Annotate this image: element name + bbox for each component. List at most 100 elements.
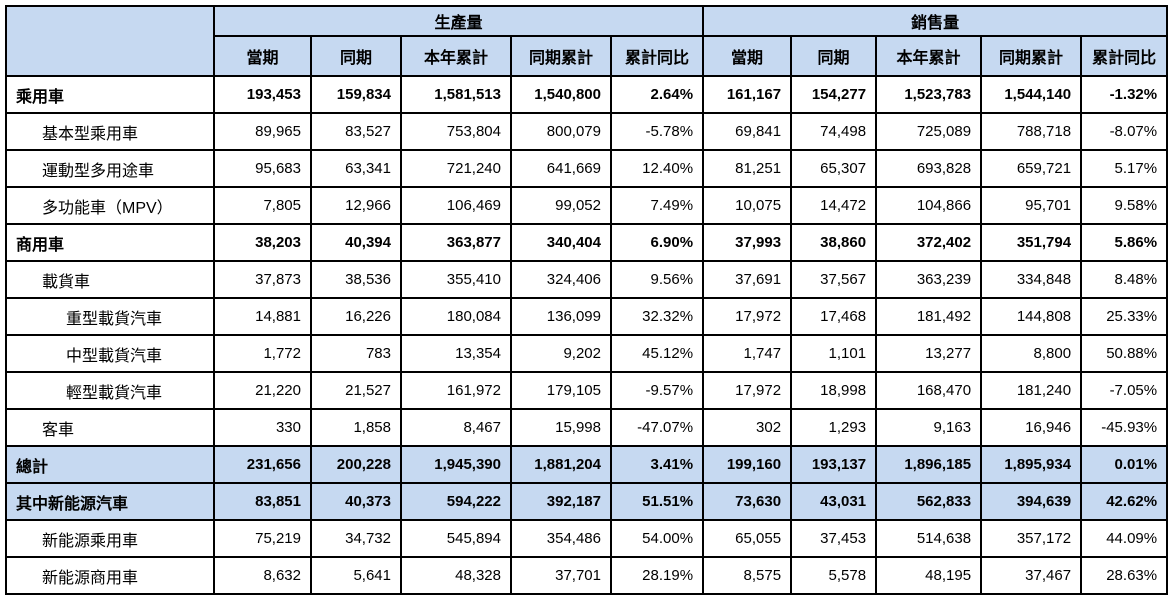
production-value-cell: 83,527	[310, 112, 402, 151]
sales-value-cell: 50.88%	[1080, 334, 1169, 373]
row-label: 新能源商用車	[5, 556, 215, 595]
sales-value-cell: 144,808	[980, 297, 1083, 336]
production-value-cell: 594,222	[400, 482, 512, 521]
table-header: 生產量 銷售量 當期 同期 本年累計 同期累計 累計同比 當期 同期 本年累計 …	[5, 5, 1169, 77]
row-label: 其中新能源汽車	[5, 482, 215, 521]
sales-value-cell: 17,972	[702, 297, 793, 336]
sales-value-cell: 181,240	[980, 371, 1083, 410]
sales-value-cell: 16,946	[980, 408, 1083, 447]
table-row: 多功能車（MPV） 7,805 12,966 106,469 99,052 7.49% 10…	[5, 186, 1169, 225]
row-label: 客車	[5, 408, 215, 447]
sales-value-cell: 43,031	[790, 482, 878, 521]
sales-value-cell: 659,721	[980, 149, 1083, 188]
production-value-cell: 180,084	[400, 297, 512, 336]
sales-value-cell: 28.63%	[1080, 556, 1169, 595]
table-row: 輕型載貨汽車 21,220 21,527 161,972 179,105 -9.57% 17…	[5, 371, 1169, 410]
table-row: 新能源乘用車 75,219 34,732 545,894 354,486 54.00% 65…	[5, 519, 1169, 558]
sales-value-cell: 334,848	[980, 260, 1083, 299]
sales-value-cell: 1,544,140	[980, 75, 1083, 114]
production-value-cell: 200,228	[310, 445, 402, 484]
column-header-production-prior: 同期	[310, 35, 402, 77]
production-value-cell: 3.41%	[609, 445, 705, 484]
column-header-sales-current: 當期	[702, 35, 793, 77]
table-row: 新能源商用車 8,632 5,641 48,328 37,701 28.19% 8,575 5…	[5, 556, 1169, 595]
sales-value-cell: 81,251	[702, 149, 793, 188]
production-value-cell: 231,656	[213, 445, 312, 484]
production-value-cell: 800,079	[510, 112, 612, 151]
production-value-cell: 95,683	[213, 149, 312, 188]
row-label: 乘用車	[5, 75, 215, 114]
sales-value-cell: 1,101	[790, 334, 878, 373]
sales-value-cell: 0.01%	[1080, 445, 1169, 484]
sales-value-cell: 37,691	[702, 260, 793, 299]
table-row: 其中新能源汽車 83,851 40,373 594,222 392,187 51.51% 7…	[5, 482, 1169, 521]
sales-value-cell: 37,993	[702, 223, 793, 262]
sales-value-cell: 10,075	[702, 186, 793, 225]
sales-value-cell: 394,639	[980, 482, 1083, 521]
production-value-cell: 14,881	[213, 297, 312, 336]
sales-value-cell: 13,277	[875, 334, 983, 373]
row-label: 新能源乘用車	[5, 519, 215, 558]
sales-value-cell: 1,747	[702, 334, 793, 373]
production-value-cell: 12.40%	[609, 149, 705, 188]
table-row: 重型載貨汽車 14,881 16,226 180,084 136,099 32.32% 17…	[5, 297, 1169, 336]
sales-value-cell: 168,470	[875, 371, 983, 410]
sales-value-cell: 788,718	[980, 112, 1083, 151]
production-value-cell: 1,540,800	[510, 75, 612, 114]
production-value-cell: 32.32%	[609, 297, 705, 336]
sales-value-cell: 1,895,934	[980, 445, 1083, 484]
row-label: 總計	[5, 445, 215, 484]
production-value-cell: 1,881,204	[510, 445, 612, 484]
sales-value-cell: 65,055	[702, 519, 793, 558]
sales-value-cell: 1,896,185	[875, 445, 983, 484]
production-value-cell: 753,804	[400, 112, 512, 151]
sales-value-cell: 18,998	[790, 371, 878, 410]
production-value-cell: -47.07%	[609, 408, 705, 447]
production-value-cell: 783	[310, 334, 402, 373]
table-body: 乘用車 193,453 159,834 1,581,513 1,540,800 2.64%…	[5, 75, 1169, 595]
production-value-cell: 2.64%	[609, 75, 705, 114]
production-value-cell: 40,394	[310, 223, 402, 262]
production-value-cell: 1,945,390	[400, 445, 512, 484]
production-value-cell: 89,965	[213, 112, 312, 151]
production-value-cell: 330	[213, 408, 312, 447]
row-label: 運動型多用途車	[5, 149, 215, 188]
production-value-cell: 106,469	[400, 186, 512, 225]
production-value-cell: -9.57%	[609, 371, 705, 410]
sales-value-cell: 562,833	[875, 482, 983, 521]
sales-value-cell: -1.32%	[1080, 75, 1169, 114]
production-value-cell: 1,858	[310, 408, 402, 447]
sales-value-cell: 44.09%	[1080, 519, 1169, 558]
production-value-cell: 161,972	[400, 371, 512, 410]
sales-value-cell: -8.07%	[1080, 112, 1169, 151]
production-value-cell: 99,052	[510, 186, 612, 225]
sales-value-cell: 154,277	[790, 75, 878, 114]
production-value-cell: 48,328	[400, 556, 512, 595]
sales-value-cell: 8.48%	[1080, 260, 1169, 299]
production-value-cell: 136,099	[510, 297, 612, 336]
sales-group-header: 銷售量	[702, 5, 1169, 37]
row-label: 中型載貨汽車	[5, 334, 215, 373]
production-value-cell: -5.78%	[609, 112, 705, 151]
sales-value-cell: 9,163	[875, 408, 983, 447]
production-value-cell: 21,527	[310, 371, 402, 410]
table-row: 中型載貨汽車 1,772 783 13,354 9,202 45.12% 1,747 1,10…	[5, 334, 1169, 373]
sales-value-cell: 193,137	[790, 445, 878, 484]
production-value-cell: 324,406	[510, 260, 612, 299]
sales-value-cell: 48,195	[875, 556, 983, 595]
production-value-cell: 37,873	[213, 260, 312, 299]
sales-value-cell: 199,160	[702, 445, 793, 484]
production-value-cell: 45.12%	[609, 334, 705, 373]
sales-value-cell: 9.58%	[1080, 186, 1169, 225]
sales-value-cell: 95,701	[980, 186, 1083, 225]
production-value-cell: 83,851	[213, 482, 312, 521]
production-value-cell: 54.00%	[609, 519, 705, 558]
production-value-cell: 37,701	[510, 556, 612, 595]
production-value-cell: 392,187	[510, 482, 612, 521]
sales-value-cell: 181,492	[875, 297, 983, 336]
production-value-cell: 13,354	[400, 334, 512, 373]
row-label: 多功能車（MPV）	[5, 186, 215, 225]
column-header-production-current: 當期	[213, 35, 312, 77]
production-value-cell: 51.51%	[609, 482, 705, 521]
